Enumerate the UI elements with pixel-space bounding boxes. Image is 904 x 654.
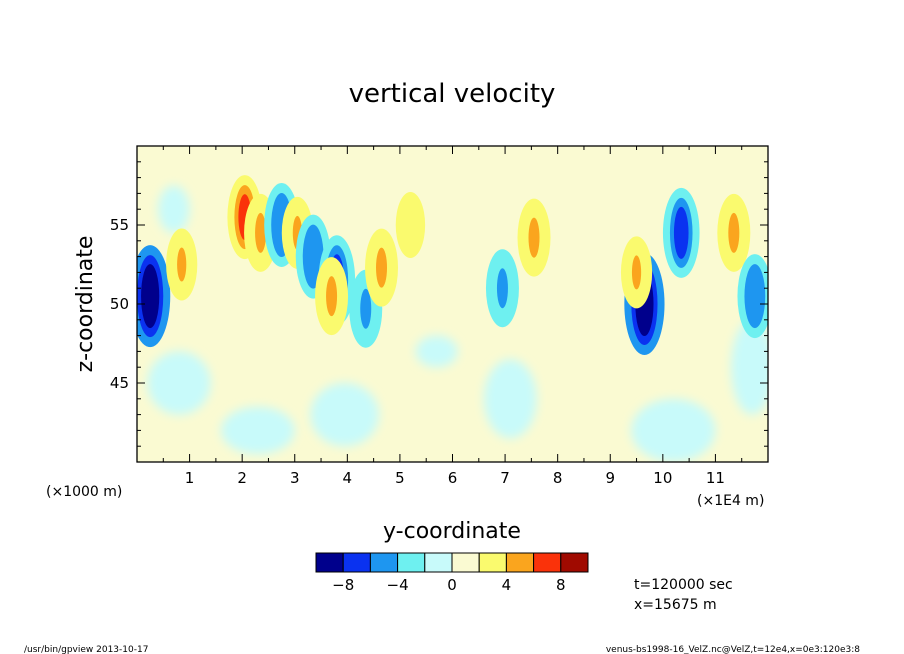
velocity-feature-core xyxy=(673,206,689,259)
light-blue-region xyxy=(147,351,211,415)
colorbar-swatch xyxy=(505,552,535,573)
light-blue-region xyxy=(484,359,537,439)
velocity-feature-core xyxy=(631,255,642,290)
x-tick-label: 9 xyxy=(605,469,615,487)
x-tick-label: 8 xyxy=(553,469,563,487)
light-blue-region xyxy=(731,319,768,415)
colorbar-swatch xyxy=(369,552,399,573)
y-axis-label: z-coordinate xyxy=(73,236,98,373)
x-tick-label: 4 xyxy=(343,469,353,487)
colorbar-swatch xyxy=(478,552,507,573)
colorbar-swatch xyxy=(560,552,589,573)
plot-area xyxy=(137,146,768,462)
light-blue-region xyxy=(631,398,716,462)
colorbar-label: −8 xyxy=(332,576,354,594)
velocity-feature-core xyxy=(326,276,338,317)
y-unit-note: (×1000 m) xyxy=(46,484,122,500)
y-axis: 45 50 55 xyxy=(110,145,768,463)
velocity-feature-core xyxy=(255,212,267,253)
time-annotation: t=120000 sec xyxy=(634,577,733,593)
light-blue-region xyxy=(415,335,458,368)
colorbar-swatch xyxy=(533,552,562,573)
x-tick-label: 6 xyxy=(448,469,458,487)
x-tick-label: 1 xyxy=(185,469,195,487)
x-tick-label: 11 xyxy=(706,469,725,487)
colorbar-swatch xyxy=(424,552,453,573)
colorbar-swatch xyxy=(315,552,344,573)
y-tick-label: 55 xyxy=(110,216,129,234)
y-tick-label: 50 xyxy=(110,295,129,313)
velocity-feature-core xyxy=(177,247,187,282)
velocity-feature-core xyxy=(496,268,508,309)
footer-right: venus-bs1998-16_VelZ.nc@VelZ,t=12e4,x=0e… xyxy=(606,645,860,654)
velocity-feature-core xyxy=(141,264,160,329)
velocity-features xyxy=(137,175,768,355)
chart-title: vertical velocity xyxy=(349,79,556,109)
velocity-feature-core xyxy=(376,247,388,288)
footer-left: /usr/bin/gpview 2013-10-17 xyxy=(24,645,148,654)
light-blue-region xyxy=(310,383,379,447)
colorbar-swatch xyxy=(397,552,426,573)
y-tick-label: 45 xyxy=(110,374,129,392)
x-tick-label: 5 xyxy=(395,469,405,487)
position-annotation: x=15675 m xyxy=(634,597,717,613)
x-tick-label: 7 xyxy=(500,469,510,487)
x-unit-note: (×1E4 m) xyxy=(697,493,764,509)
light-blue-regions xyxy=(147,185,768,462)
colorbar-swatch xyxy=(342,552,371,573)
colorbar-label: −4 xyxy=(387,576,409,594)
x-tick-label: 2 xyxy=(237,469,247,487)
light-blue-region xyxy=(221,406,295,455)
x-axis: 1 2 3 4 5 6 7 8 9 10 11 xyxy=(136,146,769,487)
colorbar: −8 −4 0 4 8 xyxy=(315,552,589,594)
light-blue-region xyxy=(158,185,190,233)
x-axis-label: y-coordinate xyxy=(383,519,521,544)
velocity-feature-core xyxy=(748,273,762,320)
velocity-feature-core xyxy=(728,212,740,253)
colorbar-label: 4 xyxy=(502,576,512,594)
colorbar-swatch xyxy=(451,552,480,573)
x-tick-label: 10 xyxy=(653,469,672,487)
colorbar-label: 8 xyxy=(556,576,566,594)
velocity-feature-core xyxy=(528,217,540,258)
velocity-feature-core xyxy=(306,233,320,280)
velocity-feature-core xyxy=(360,288,372,329)
velocity-feature-core xyxy=(406,211,415,239)
colorbar-label: 0 xyxy=(447,576,457,594)
x-tick-label: 3 xyxy=(290,469,300,487)
